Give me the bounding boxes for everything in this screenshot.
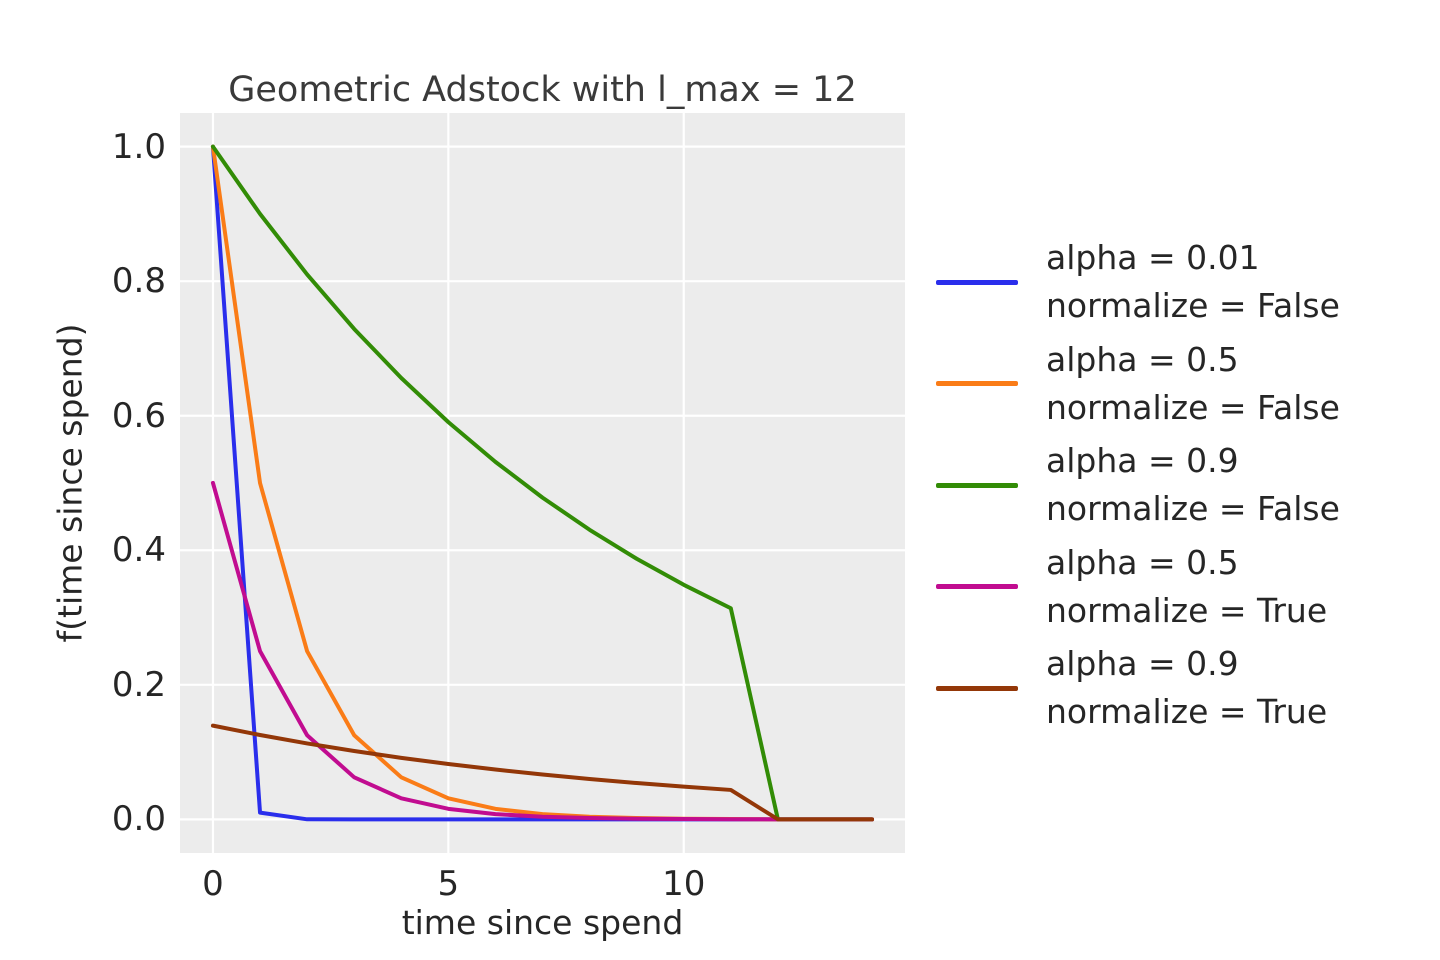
legend-label-line2: normalize = True (1046, 590, 1328, 630)
legend-entry-4: alpha = 0.9 normalize = True (936, 640, 1327, 736)
y-tick-label: 0.4 (111, 530, 166, 571)
legend-label: alpha = 0.01 normalize = False (1046, 234, 1340, 330)
legend-label-line2: normalize = False (1046, 286, 1340, 325)
legend-label: alpha = 0.9 normalize = False (1046, 437, 1340, 533)
legend-entry-2: alpha = 0.9 normalize = False (936, 437, 1340, 533)
legend-label-line1: alpha = 0.9 (1046, 441, 1239, 481)
x-tick-label: 5 (437, 864, 460, 904)
legend-label: alpha = 0.5 normalize = False (1046, 336, 1340, 432)
legend-entry-1: alpha = 0.5 normalize = False (936, 336, 1340, 432)
plot-svg (180, 113, 905, 853)
legend-label-line1: alpha = 0.5 (1046, 542, 1239, 582)
y-tick-label: 0.0 (111, 799, 166, 840)
series-line-3 (210, 480, 875, 822)
series-line-2 (210, 144, 875, 822)
y-tick-label: 1.0 (111, 126, 166, 167)
x-axis-label: time since spend (401, 903, 684, 942)
x-tick-label: 0 (202, 864, 224, 904)
legend-line-swatch (936, 482, 1018, 488)
y-axis-label: f(time since spend) (50, 323, 90, 643)
legend: alpha = 0.01 normalize = False alpha = 0.5… (936, 0, 1426, 960)
legend-label: alpha = 0.9 normalize = True (1046, 640, 1327, 736)
legend-line-swatch (936, 685, 1018, 691)
series-line-4 (210, 723, 875, 822)
legend-entry-0: alpha = 0.01 normalize = False (936, 234, 1340, 330)
legend-label-line2: normalize = True (1046, 692, 1328, 732)
chart-title: Geometric Adstock with l_max = 12 (228, 70, 857, 110)
legend-label-line2: normalize = False (1046, 489, 1340, 529)
legend-line-swatch (936, 381, 1018, 387)
legend-label-line1: alpha = 0.9 (1046, 644, 1239, 684)
legend-label-line2: normalize = False (1046, 387, 1340, 427)
y-tick-label: 0.6 (111, 395, 166, 436)
legend-label-line1: alpha = 0.5 (1046, 339, 1239, 379)
legend-line-swatch (936, 279, 1018, 285)
legend-label: alpha = 0.5 normalize = True (1046, 539, 1327, 635)
legend-entry-3: alpha = 0.5 normalize = True (936, 539, 1327, 635)
legend-label-line1: alpha = 0.01 (1046, 238, 1260, 277)
plot-area (180, 113, 905, 853)
legend-line-swatch (936, 584, 1018, 590)
axes-background (180, 113, 905, 853)
x-tick-label: 10 (662, 864, 706, 904)
y-tick-label: 0.8 (111, 261, 166, 302)
y-tick-label: 0.2 (111, 664, 166, 705)
